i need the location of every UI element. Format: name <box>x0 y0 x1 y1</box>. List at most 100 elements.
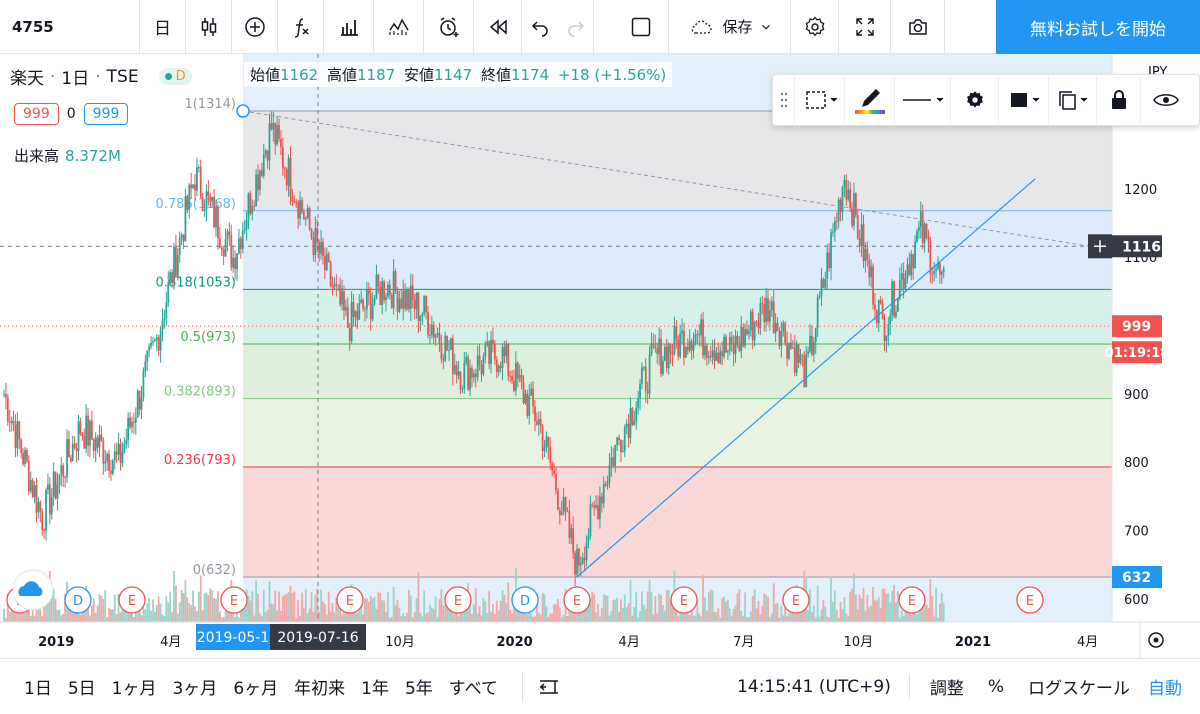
range-8[interactable]: すべて <box>448 679 498 699</box>
replay-icon[interactable] <box>474 0 522 54</box>
event-marker-8[interactable]: E <box>670 586 698 614</box>
event-marker-11[interactable]: E <box>1016 586 1044 614</box>
line-color-icon[interactable] <box>845 74 895 126</box>
volume-bar <box>937 617 939 622</box>
sell-qty-box[interactable]: 999 <box>14 103 59 125</box>
event-marker-5[interactable]: E <box>444 586 472 614</box>
candle-body <box>803 355 806 388</box>
range-6[interactable]: 1年 <box>361 679 389 699</box>
drag-handle-icon[interactable] <box>773 74 795 126</box>
interval-button[interactable]: 日 <box>140 0 186 54</box>
buy-qty-box[interactable]: 999 <box>83 103 129 125</box>
symbol-search[interactable]: 4755 <box>0 0 140 54</box>
eye-icon[interactable] <box>1141 74 1191 126</box>
volume-bar <box>558 607 561 622</box>
volume-bar <box>925 604 928 622</box>
range-7[interactable]: 5年 <box>404 679 433 699</box>
volume-bar <box>751 596 754 622</box>
undo-icon[interactable] <box>522 0 558 54</box>
fib-trend-line[interactable] <box>242 110 1091 247</box>
volume-bar <box>255 580 258 622</box>
settings-gear-icon[interactable] <box>791 0 839 54</box>
candle-body <box>201 197 204 212</box>
event-circle[interactable] <box>511 586 539 614</box>
event-circle[interactable] <box>782 586 810 614</box>
event-marker-2[interactable]: E <box>118 586 146 614</box>
fullscreen-icon[interactable] <box>839 0 891 54</box>
line-style-icon[interactable] <box>895 74 951 126</box>
volume-bar <box>367 601 370 622</box>
redo-icon[interactable] <box>558 0 594 54</box>
candle-body <box>839 199 842 212</box>
candle-body <box>610 457 613 466</box>
candle-body <box>652 343 655 346</box>
event-letter: E <box>680 594 688 609</box>
event-marker-6[interactable]: D <box>511 586 539 614</box>
candle-body <box>778 330 781 347</box>
candles-icon[interactable] <box>186 0 232 54</box>
event-marker-4[interactable]: E <box>336 586 364 614</box>
adjust-toggle[interactable]: 調整 <box>908 674 976 699</box>
date-range-icon[interactable] <box>521 671 563 702</box>
event-circle[interactable] <box>898 586 926 614</box>
event-circle[interactable] <box>118 586 146 614</box>
fib-anchor-handle[interactable] <box>236 104 250 118</box>
volume-bar <box>900 610 903 622</box>
event-circle[interactable] <box>336 586 364 614</box>
event-circle[interactable] <box>670 586 698 614</box>
event-marker-3[interactable]: E <box>220 586 248 614</box>
range-3[interactable]: 3ヶ月 <box>172 679 218 699</box>
clone-icon[interactable] <box>1049 74 1097 126</box>
auto-scale-toggle[interactable]: 自動 <box>1148 679 1182 699</box>
event-marker-9[interactable]: E <box>782 586 810 614</box>
event-circle[interactable] <box>64 586 92 614</box>
fib-band-4 <box>243 398 1112 467</box>
volume-bar <box>283 594 286 622</box>
add-indicator-icon[interactable] <box>232 0 278 54</box>
candle-body <box>759 303 762 329</box>
indicators-icon[interactable] <box>374 0 424 54</box>
lock-icon[interactable] <box>1097 74 1141 126</box>
volume-bar <box>274 590 277 622</box>
volume-bar <box>89 615 91 622</box>
fib-template-icon[interactable] <box>795 74 845 126</box>
save-button[interactable]: 保存 <box>669 0 791 54</box>
drawing-settings-gear-icon[interactable] <box>951 74 999 126</box>
volume-bar <box>854 594 857 622</box>
range-1[interactable]: 5日 <box>67 679 96 699</box>
candle-body <box>543 447 546 451</box>
percent-toggle[interactable]: % <box>987 676 1004 697</box>
event-marker-10[interactable]: E <box>898 586 926 614</box>
bar-chart-icon[interactable] <box>324 0 374 54</box>
camera-icon[interactable] <box>891 0 945 54</box>
event-circle[interactable] <box>1016 586 1044 614</box>
event-marker-7[interactable]: E <box>563 586 591 614</box>
event-circle[interactable] <box>220 586 248 614</box>
drawing-toolbar <box>772 74 1200 126</box>
event-circle[interactable] <box>444 586 472 614</box>
event-circle[interactable] <box>563 586 591 614</box>
visibility-layers-icon[interactable] <box>999 74 1049 126</box>
function-icon[interactable] <box>278 0 324 54</box>
log-scale-toggle[interactable]: ログスケール <box>1028 679 1130 699</box>
range-5[interactable]: 年初来 <box>294 679 346 699</box>
event-marker-1[interactable]: D <box>64 586 92 614</box>
axis-settings-icon[interactable] <box>1148 632 1164 648</box>
start-trial-button[interactable]: 無料お試しを開始 <box>996 0 1200 54</box>
market-status-badge[interactable]: D <box>158 68 192 85</box>
candle-body <box>41 511 44 531</box>
price-chart[interactable]: 1(1314) 0.786(1168) 0.618(1053) 0.5(973) 0.3… <box>0 54 1200 658</box>
range-2[interactable]: 1ヶ月 <box>111 679 157 699</box>
y-tick-700: 700 <box>1124 525 1149 540</box>
clock-readout[interactable]: 14:15:41 (UTC+9) <box>737 676 891 697</box>
layout-icon[interactable] <box>614 0 669 54</box>
candle-body <box>111 460 114 474</box>
alert-clock-icon[interactable] <box>424 0 474 54</box>
volume-bar <box>788 613 790 622</box>
volume-bar <box>870 605 873 622</box>
range-0[interactable]: 1日 <box>24 679 52 699</box>
trendline[interactable] <box>576 178 1036 578</box>
candle-body <box>333 283 336 288</box>
range-4[interactable]: 6ヶ月 <box>233 679 279 699</box>
volume-bar <box>518 606 521 622</box>
